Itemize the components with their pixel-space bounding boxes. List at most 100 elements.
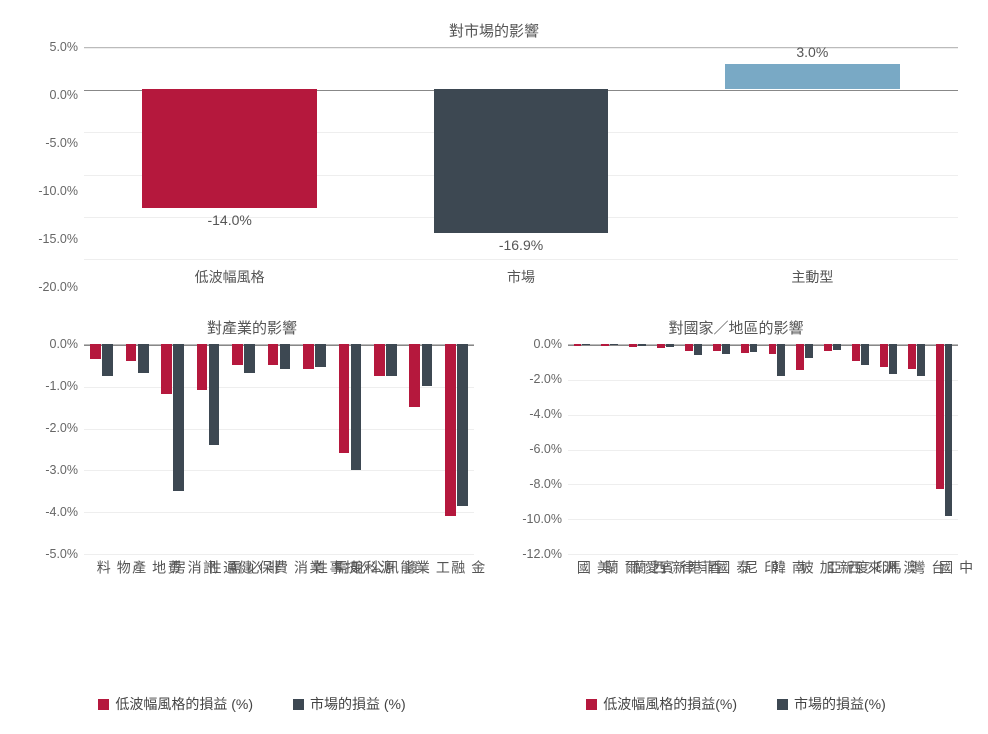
category-label: 市場	[507, 267, 535, 287]
legend-swatch	[98, 699, 109, 710]
category-label: 金融	[448, 560, 488, 575]
bar	[769, 344, 777, 354]
legend-item: 低波幅風格的損益 (%)	[98, 694, 253, 714]
bar	[685, 344, 693, 351]
y-tick: -6.0%	[504, 442, 562, 456]
bar	[232, 344, 243, 365]
bar	[638, 344, 646, 346]
legend-swatch	[586, 699, 597, 710]
region-chart: -12.0%-10.0%-8.0%-6.0%-4.0%-2.0%0.0%美國愛爾…	[504, 344, 968, 644]
bar	[936, 344, 944, 489]
category-label: 保健	[236, 560, 276, 575]
y-tick: -5.0%	[20, 136, 78, 150]
bar	[945, 344, 953, 516]
bar	[351, 344, 362, 470]
category-label: 物料	[94, 560, 134, 575]
y-tick: -1.0%	[20, 379, 78, 393]
bar	[126, 344, 137, 361]
bar	[303, 344, 314, 369]
bar	[315, 344, 326, 367]
y-tick: 0.0%	[20, 337, 78, 351]
bar	[280, 344, 291, 369]
legend-label: 低波幅風格的損益(%)	[603, 694, 737, 714]
bar	[629, 344, 637, 347]
bar	[610, 344, 618, 345]
bar-value-label: 3.0%	[796, 44, 828, 60]
y-tick: 0.0%	[20, 88, 78, 102]
y-tick: 5.0%	[20, 40, 78, 54]
bar	[666, 344, 674, 347]
bar	[582, 344, 590, 345]
bar	[694, 344, 702, 355]
legend-item: 低波幅風格的損益(%)	[586, 694, 737, 714]
bar	[374, 344, 385, 376]
top-chart: -20.0%-15.0%-10.0%-5.0%0.0%5.0%-14.0%低波幅…	[20, 47, 968, 287]
bar	[725, 64, 900, 89]
y-tick: -5.0%	[20, 547, 78, 561]
legend-swatch	[293, 699, 304, 710]
category-label: 工業	[413, 560, 453, 575]
bar	[833, 344, 841, 350]
bar	[574, 344, 582, 346]
bar	[852, 344, 860, 361]
bar	[422, 344, 433, 386]
bar	[796, 344, 804, 370]
bar	[386, 344, 397, 376]
legend-swatch	[777, 699, 788, 710]
bar-value-label: -14.0%	[207, 212, 251, 228]
y-tick: -15.0%	[20, 232, 78, 246]
y-tick: -4.0%	[20, 505, 78, 519]
y-tick: -2.0%	[504, 372, 562, 386]
bar	[197, 344, 208, 390]
y-tick: -8.0%	[504, 477, 562, 491]
legend-label: 市場的損益(%)	[794, 694, 886, 714]
bar	[601, 344, 609, 346]
legend-item: 市場的損益(%)	[777, 694, 886, 714]
bar	[339, 344, 350, 453]
bar	[713, 344, 721, 351]
y-tick: 0.0%	[504, 337, 562, 351]
bar	[142, 89, 317, 208]
legend-label: 低波幅風格的損益 (%)	[115, 694, 253, 714]
top-chart-title: 對市場的影響	[20, 20, 968, 41]
bar	[90, 344, 101, 359]
bar	[244, 344, 255, 373]
bar	[824, 344, 832, 351]
industry-chart-title: 對產業的影響	[20, 317, 484, 338]
category-label: 主動型	[791, 267, 833, 287]
bar	[861, 344, 869, 365]
y-tick: -10.0%	[504, 512, 562, 526]
legend-label: 市場的損益 (%)	[310, 694, 406, 714]
bar	[138, 344, 149, 373]
bar	[750, 344, 758, 352]
legend-item: 市場的損益 (%)	[293, 694, 406, 714]
bar	[917, 344, 925, 376]
region-chart-title: 對國家／地區的影響	[504, 317, 968, 338]
bar	[434, 89, 609, 232]
bar	[102, 344, 113, 376]
bar	[722, 344, 730, 354]
bar	[908, 344, 916, 369]
y-tick: -20.0%	[20, 280, 78, 294]
category-label: 中國	[936, 560, 976, 575]
bar	[805, 344, 813, 358]
legend-industry: 低波幅風格的損益 (%) 市場的損益 (%)	[20, 694, 484, 714]
bar	[741, 344, 749, 353]
category-label: 通訊	[200, 560, 240, 575]
category-label: 能源	[377, 560, 417, 575]
bar	[268, 344, 279, 365]
legend-region: 低波幅風格的損益(%) 市場的損益(%)	[504, 694, 968, 714]
bar	[161, 344, 172, 394]
bar	[209, 344, 220, 445]
bar	[409, 344, 420, 407]
y-tick: -4.0%	[504, 407, 562, 421]
bar-value-label: -16.9%	[499, 237, 543, 253]
bar	[880, 344, 888, 367]
bar	[777, 344, 785, 376]
y-tick: -12.0%	[504, 547, 562, 561]
y-tick: -10.0%	[20, 184, 78, 198]
bar	[457, 344, 468, 506]
bar	[657, 344, 665, 348]
y-tick: -2.0%	[20, 421, 78, 435]
bar	[889, 344, 897, 374]
